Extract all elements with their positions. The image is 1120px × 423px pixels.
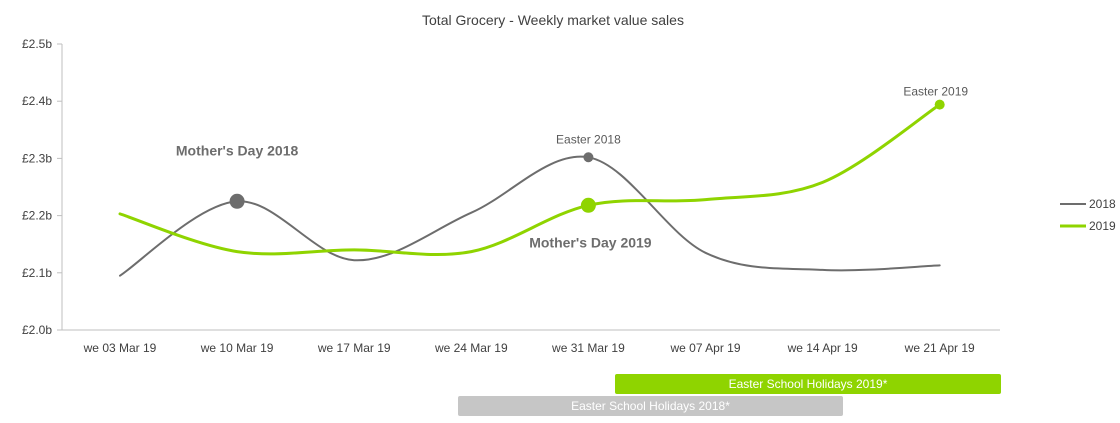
y-tick-label: £2.3b: [22, 151, 52, 165]
chart-title: Total Grocery - Weekly market value sale…: [422, 12, 684, 28]
legend-label: 2019: [1089, 219, 1116, 233]
annotation-marker: [229, 193, 245, 209]
holiday-bands: Easter School Holidays 2019* Easter Schoo…: [458, 374, 1001, 416]
series-line-2018: [119, 155, 941, 277]
holiday-band: [615, 374, 1001, 394]
annotation-label: Easter 2019: [903, 85, 968, 99]
annotation-markers: [229, 99, 945, 213]
holiday-band-label: Easter School Holidays 2019*: [729, 377, 888, 391]
x-tick-label: we 03 Mar 19: [83, 341, 157, 355]
x-tick-label: we 24 Mar 19: [434, 341, 508, 355]
annotation-marker: [934, 99, 945, 110]
annotation-label: Mother's Day 2019: [529, 234, 652, 250]
annotation-label: Mother's Day 2018: [176, 142, 299, 158]
x-tick-label: we 14 Apr 19: [787, 341, 858, 355]
y-tick-label: £2.2b: [22, 209, 52, 223]
x-tick-label: we 31 Mar 19: [551, 341, 625, 355]
y-tick-label: £2.0b: [22, 323, 52, 337]
legend-label: 2018: [1089, 197, 1116, 211]
holiday-band-label: Easter School Holidays 2018*: [571, 399, 730, 413]
series-line-2019: [118, 103, 942, 257]
x-tick-label: we 10 Mar 19: [200, 341, 274, 355]
y-tick-label: £2.5b: [22, 37, 52, 51]
annotation-marker: [580, 197, 596, 213]
x-tick-label: we 21 Apr 19: [904, 341, 975, 355]
y-axis: £2.0b £2.1b £2.2b £2.3b £2.4b £2.5b: [22, 37, 63, 337]
annotation-marker: [583, 152, 594, 163]
x-tick-label: we 07 Apr 19: [669, 341, 740, 355]
y-tick-label: £2.4b: [22, 94, 52, 108]
legend: 2018 2019: [1060, 197, 1116, 233]
annotations: Mother's Day 2018 Easter 2018 Mother's Day…: [176, 85, 968, 251]
annotation-label: Easter 2018: [556, 132, 621, 146]
x-tick-label: we 17 Mar 19: [317, 341, 391, 355]
x-axis: we 03 Mar 19 we 10 Mar 19 we 17 Mar 19 we 2…: [62, 329, 1000, 355]
y-tick-label: £2.1b: [22, 266, 52, 280]
holiday-band: [458, 396, 843, 416]
